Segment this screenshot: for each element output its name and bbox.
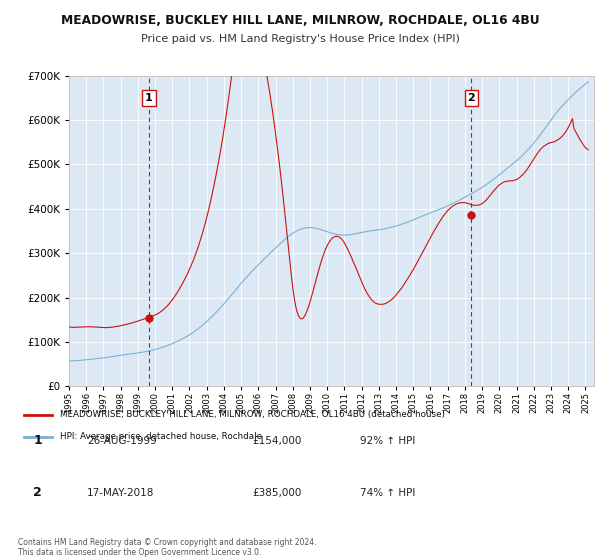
Text: 74% ↑ HPI: 74% ↑ HPI: [360, 488, 415, 497]
Text: 2: 2: [33, 486, 42, 499]
Text: £154,000: £154,000: [252, 436, 301, 446]
Text: 17-MAY-2018: 17-MAY-2018: [87, 488, 154, 497]
Text: HPI: Average price, detached house, Rochdale: HPI: Average price, detached house, Roch…: [60, 432, 262, 441]
Text: 26-AUG-1999: 26-AUG-1999: [87, 436, 157, 446]
Text: £385,000: £385,000: [252, 488, 301, 497]
Text: MEADOWRISE, BUCKLEY HILL LANE, MILNROW, ROCHDALE, OL16 4BU: MEADOWRISE, BUCKLEY HILL LANE, MILNROW, …: [61, 14, 539, 27]
Text: 1: 1: [145, 93, 153, 103]
Text: 1: 1: [33, 435, 42, 447]
Text: Contains HM Land Registry data © Crown copyright and database right 2024.
This d: Contains HM Land Registry data © Crown c…: [18, 538, 317, 557]
Text: MEADOWRISE, BUCKLEY HILL LANE, MILNROW, ROCHDALE, OL16 4BU (detached house): MEADOWRISE, BUCKLEY HILL LANE, MILNROW, …: [60, 410, 445, 419]
Text: Price paid vs. HM Land Registry's House Price Index (HPI): Price paid vs. HM Land Registry's House …: [140, 34, 460, 44]
Text: 2: 2: [467, 93, 475, 103]
Text: 92% ↑ HPI: 92% ↑ HPI: [360, 436, 415, 446]
